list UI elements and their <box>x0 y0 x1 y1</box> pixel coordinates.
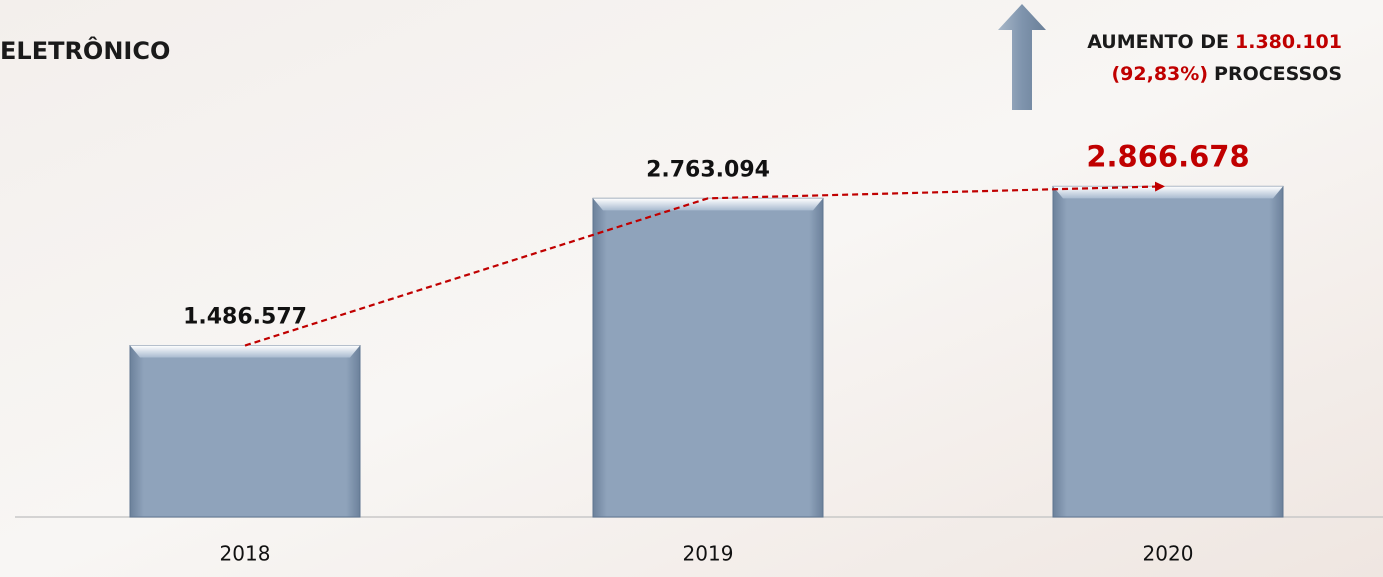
up-arrow <box>998 4 1046 110</box>
bar <box>129 345 361 518</box>
annotation-line: (92,83%) PROCESSOS <box>1112 63 1343 85</box>
value-label: 2.763.094 <box>646 157 770 182</box>
chart-title: ELETRÔNICO <box>0 35 170 65</box>
x-tick-label: 2018 <box>220 542 271 566</box>
x-tick-label: 2020 <box>1143 542 1194 566</box>
trend-line <box>244 181 1165 347</box>
annotation-text: AUMENTO DE <box>1087 31 1229 53</box>
bar-bevel <box>130 345 360 358</box>
annotation-text: 1.380.101 <box>1235 31 1342 53</box>
x-tick-label: 2019 <box>683 542 734 566</box>
bar-bevel <box>1053 186 1283 199</box>
annotation-text: (92,83%) <box>1112 63 1209 85</box>
annotation-line: AUMENTO DE 1.380.101 <box>1087 31 1342 53</box>
bar <box>1052 185 1284 518</box>
annotation: AUMENTO DE 1.380.101 (92,83%) PROCESSOS <box>1087 31 1342 85</box>
bar <box>592 197 824 518</box>
annotation-text: PROCESSOS <box>1214 63 1342 85</box>
value-label: 2.866.678 <box>1086 139 1249 173</box>
value-label: 1.486.577 <box>183 305 307 330</box>
bar-bevel <box>593 198 823 211</box>
